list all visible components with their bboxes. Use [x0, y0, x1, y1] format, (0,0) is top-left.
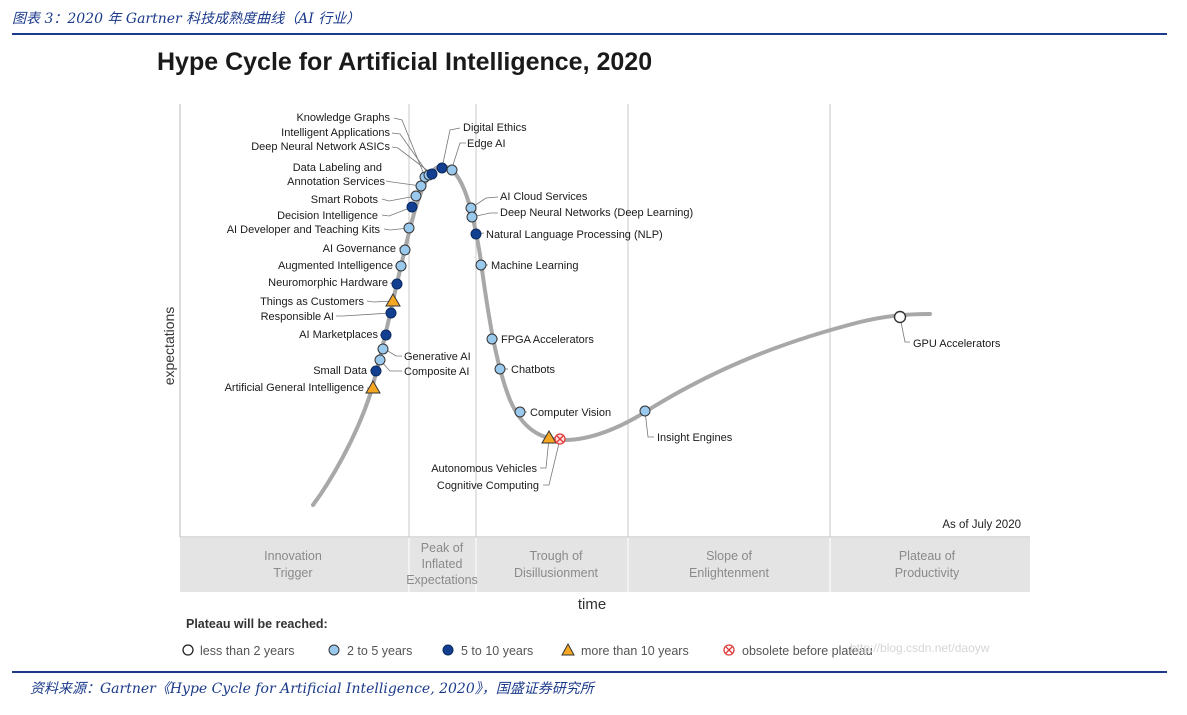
tech-label: Augmented Intelligence — [278, 260, 393, 272]
marker-circle — [399, 244, 411, 256]
phase-label: Slope of — [706, 549, 752, 563]
tech-label: GPU Accelerators — [913, 338, 1001, 350]
marker-circle — [415, 180, 427, 192]
tech-label: Deep Neural Network ASICs — [251, 141, 390, 153]
tech-label: Small Data — [313, 365, 368, 377]
tech-label: Machine Learning — [491, 260, 578, 272]
marker-circle — [436, 162, 448, 174]
tech-label: Intelligent Applications — [281, 127, 390, 139]
tech-label: Responsible AI — [261, 311, 334, 323]
svg-text:Trigger: Trigger — [273, 566, 312, 580]
figure-caption: 图表 3：2020 年 Gartner 科技成熟度曲线（AI 行业） — [12, 11, 361, 27]
tech-label: Artificial General Intelligence — [225, 382, 364, 394]
marker-circle — [470, 228, 482, 240]
tech-label: AI Marketplaces — [299, 329, 378, 341]
phase-band — [180, 538, 1030, 592]
top-divider — [12, 33, 1167, 35]
as-of-date: As of July 2020 — [942, 519, 1021, 531]
tech-label: Insight Engines — [657, 432, 733, 444]
bottom-divider — [12, 671, 1167, 673]
marker-circle — [380, 329, 392, 341]
svg-text:Annotation Services: Annotation Services — [287, 176, 385, 188]
tech-label: Smart Robots — [311, 194, 379, 206]
tech-label: Edge AI — [467, 138, 506, 150]
tech-label: Computer Vision — [530, 407, 611, 419]
tech-labels: Knowledge Graphs Intelligent Application… — [225, 112, 1001, 492]
watermark: http://blog.csdn.net/daoyw — [850, 641, 990, 655]
marker-circle — [639, 405, 651, 417]
tech-label: Cognitive Computing — [437, 480, 539, 492]
x-axis-label: time — [578, 596, 606, 613]
marker-circle — [486, 333, 498, 345]
tech-label: FPGA Accelerators — [501, 334, 594, 346]
marker-circle — [403, 222, 415, 234]
svg-text:Productivity: Productivity — [895, 566, 960, 580]
marker-obsolete — [554, 433, 566, 445]
legend-title: Plateau will be reached: — [186, 617, 328, 631]
y-axis-label: expectations — [161, 307, 177, 386]
marker-circle — [395, 260, 407, 272]
legend-label: less than 2 years — [200, 644, 295, 658]
marker-triangle — [541, 430, 557, 444]
tech-label: Autonomous Vehicles — [431, 463, 537, 475]
marker-circle — [406, 201, 418, 213]
legend-lt2-icon — [182, 644, 194, 656]
marker-circle — [466, 211, 478, 223]
marker-circle — [374, 354, 386, 366]
marker-circle — [494, 363, 506, 375]
tech-label: Deep Neural Networks (Deep Learning) — [500, 207, 693, 219]
tech-label: Data Labeling and — [293, 162, 382, 174]
legend-label: 5 to 10 years — [461, 644, 533, 658]
marker-circle — [410, 190, 422, 202]
tech-label: Digital Ethics — [463, 122, 527, 134]
svg-text:Inflated: Inflated — [421, 557, 462, 571]
phase-label: Trough of — [529, 549, 583, 563]
tech-label: Composite AI — [404, 366, 469, 378]
svg-text:Expectations: Expectations — [406, 573, 478, 587]
marker-circle — [370, 365, 382, 377]
svg-text:Enlightenment: Enlightenment — [689, 566, 769, 580]
legend-2to5-icon — [328, 644, 340, 656]
tech-label: Things as Customers — [260, 296, 364, 308]
legend-5to10-icon — [442, 644, 454, 656]
marker-circle — [385, 307, 397, 319]
marker-circle — [391, 278, 403, 290]
tech-label: AI Governance — [323, 243, 396, 255]
phase-label: Peak of — [421, 541, 464, 555]
legend-label: obsolete before plateau — [742, 644, 873, 658]
marker-circle — [426, 168, 438, 180]
marker-circle — [893, 310, 907, 324]
markers — [365, 162, 907, 445]
tech-label: Decision Intelligence — [277, 210, 378, 222]
marker-circle — [446, 164, 458, 176]
legend-label: more than 10 years — [581, 644, 689, 658]
marker-triangle — [385, 293, 401, 307]
marker-circle — [475, 259, 487, 271]
marker-circle — [465, 202, 477, 214]
legend-label: 2 to 5 years — [347, 644, 412, 658]
legend-gt10-icon — [561, 642, 575, 656]
legend: less than 2 years 2 to 5 years 5 to 10 y… — [182, 642, 873, 658]
tech-label: Knowledge Graphs — [296, 112, 390, 124]
tech-label: Neuromorphic Hardware — [268, 277, 388, 289]
tech-label: AI Cloud Services — [500, 191, 588, 203]
phase-label: Plateau of — [899, 549, 956, 563]
tech-label: Generative AI — [404, 351, 471, 363]
marker-circle — [514, 406, 526, 418]
chart-title: Hype Cycle for Artificial Intelligence, … — [157, 48, 652, 76]
phase-label: Innovation — [264, 549, 322, 563]
marker-circle — [377, 343, 389, 355]
marker-triangle — [365, 380, 381, 394]
tech-label: Natural Language Processing (NLP) — [486, 229, 663, 241]
tech-label: AI Developer and Teaching Kits — [227, 224, 381, 236]
source-note: 资料来源：Gartner《Hype Cycle for Artificial I… — [30, 681, 594, 697]
tech-label: Chatbots — [511, 364, 556, 376]
svg-text:Disillusionment: Disillusionment — [514, 566, 599, 580]
